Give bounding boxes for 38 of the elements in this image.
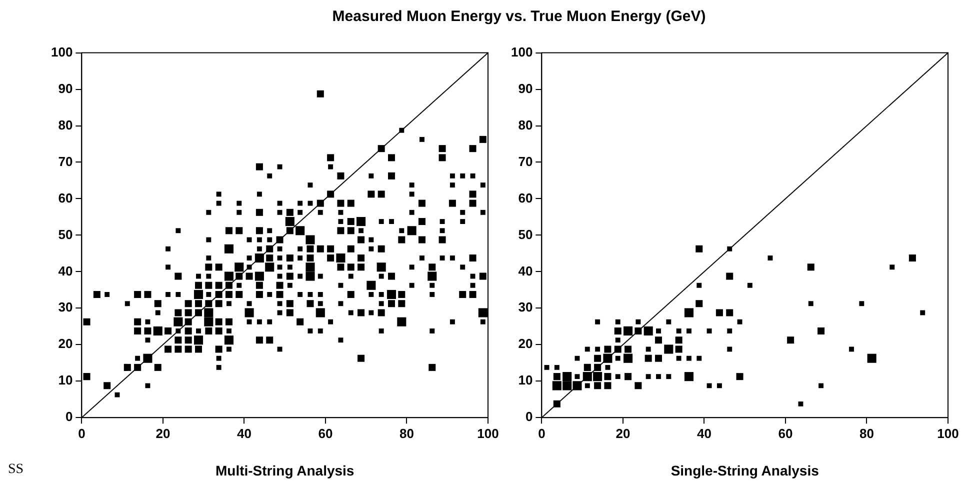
y-tick-label: 70 bbox=[58, 154, 73, 169]
y-tick-label: 10 bbox=[58, 372, 73, 388]
y-tick-label: 40 bbox=[518, 263, 533, 278]
y-tick-label: 40 bbox=[58, 263, 73, 278]
x-tick-label: 60 bbox=[318, 426, 333, 441]
text: SS bbox=[8, 462, 24, 478]
x-axis-title: Single-String Analysis bbox=[670, 462, 820, 478]
y-tick-label: 80 bbox=[58, 117, 73, 132]
y-tick-label: 50 bbox=[518, 226, 533, 242]
y-tick-label: 50 bbox=[58, 226, 73, 242]
x-tick-label: 40 bbox=[696, 426, 712, 441]
y-tick-label: 70 bbox=[518, 154, 533, 169]
y-tick-label: 90 bbox=[518, 80, 533, 96]
y-tick-label: 30 bbox=[518, 300, 533, 315]
y-tick-label: 60 bbox=[58, 190, 73, 206]
x-tick-label: 0 bbox=[78, 426, 86, 441]
y-tick-label: 100 bbox=[50, 44, 73, 60]
x-tick-label: 0 bbox=[538, 426, 546, 441]
x-tick-label: 40 bbox=[236, 426, 252, 441]
y-tick-label: 90 bbox=[58, 80, 73, 96]
y-tick-label: 10 bbox=[518, 372, 533, 388]
y-tick-label: 100 bbox=[510, 44, 533, 60]
y-tick-label: 20 bbox=[58, 336, 73, 352]
x-tick-label: 100 bbox=[477, 426, 499, 441]
text: Measured Muon Energy vs. True Muon Energy (GeV) bbox=[331, 8, 707, 25]
y-tick-label: 20 bbox=[518, 336, 533, 352]
y-tick-label: 30 bbox=[58, 300, 73, 315]
x-axis-title: Multi-String Analysis bbox=[215, 462, 354, 478]
x-tick-label: 100 bbox=[937, 426, 959, 441]
x-tick-label: 20 bbox=[156, 426, 170, 441]
y-tick-label: 0 bbox=[65, 409, 73, 424]
x-tick-label: 60 bbox=[778, 426, 793, 441]
x-tick-label: 80 bbox=[860, 426, 874, 441]
y-tick-label: 0 bbox=[525, 409, 533, 424]
x-tick-label: 80 bbox=[400, 426, 414, 441]
y-tick-label: 80 bbox=[518, 117, 533, 132]
x-tick-label: 20 bbox=[616, 426, 630, 441]
y-tick-label: 60 bbox=[518, 190, 533, 206]
